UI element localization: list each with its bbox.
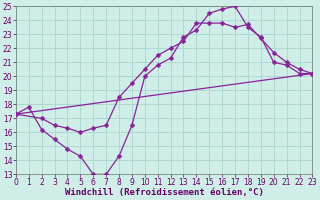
- X-axis label: Windchill (Refroidissement éolien,°C): Windchill (Refroidissement éolien,°C): [65, 188, 264, 197]
